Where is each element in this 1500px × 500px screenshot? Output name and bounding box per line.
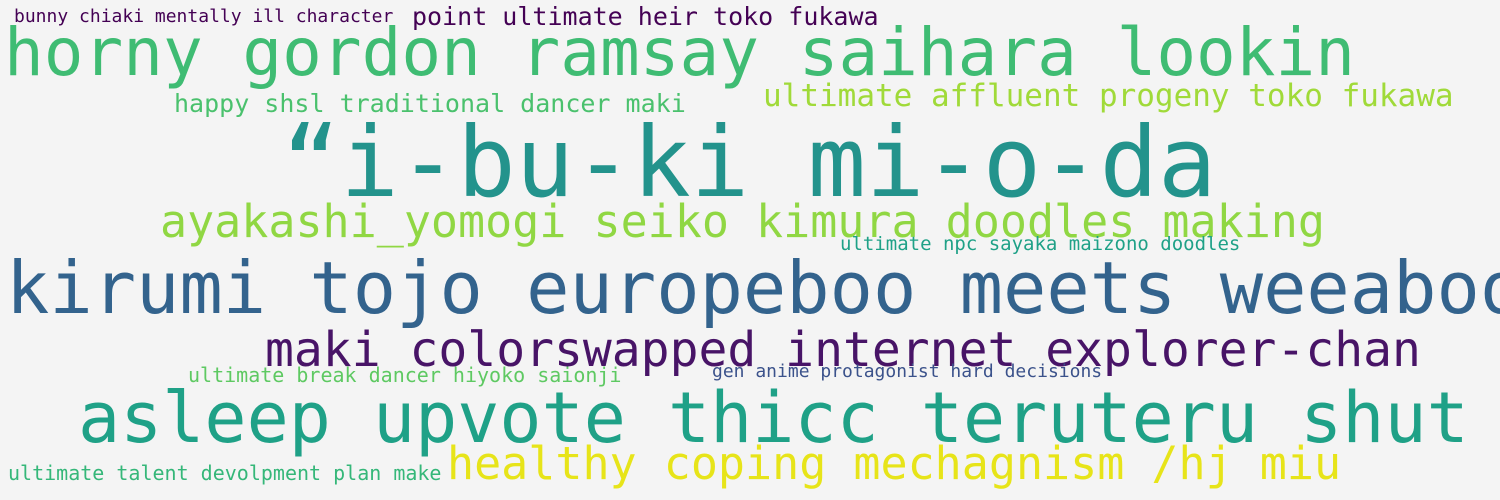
word-ultimate-break-dancer: ultimate break dancer hiyoko saionji [188,363,622,387]
word-ayakashi-yomogi: ayakashi_yomogi seiko kimura doodles mak… [160,195,1325,248]
word-gen-anime-protagonist: gen anime protagonist hard decisions [712,361,1103,382]
word-kirumi-tojo: kirumi tojo europeboo meets weeaboo [6,246,1500,330]
word-asleep-upvote: asleep upvote thicc teruteru shut [78,377,1469,459]
word-bunny-chiaki: bunny chiaki mentally ill character [14,6,394,27]
word-maki-colorswapped: maki colorswapped internet explorer-chan [265,322,1421,378]
word-ibuki-mioda: “i-bu-ki mi-o-da [282,106,1217,219]
word-point-ultimate-heir: point ultimate heir toko fukawa [412,2,879,31]
word-healthy-coping: healthy coping mechagnism /hj miu [447,437,1342,490]
word-ultimate-npc-sayaka: ultimate npc sayaka maizono doodles [840,233,1241,255]
word-ultimate-talent-devolpment: ultimate talent devolpment plan make [8,461,442,485]
word-horny-gordon-ramsay: horny gordon ramsay saihara lookin [4,14,1356,91]
word-ultimate-affluent-progeny: ultimate affluent progeny toko fukawa [763,78,1454,114]
word-happy-shsl-dancer: happy shsl traditional dancer maki [174,89,686,118]
